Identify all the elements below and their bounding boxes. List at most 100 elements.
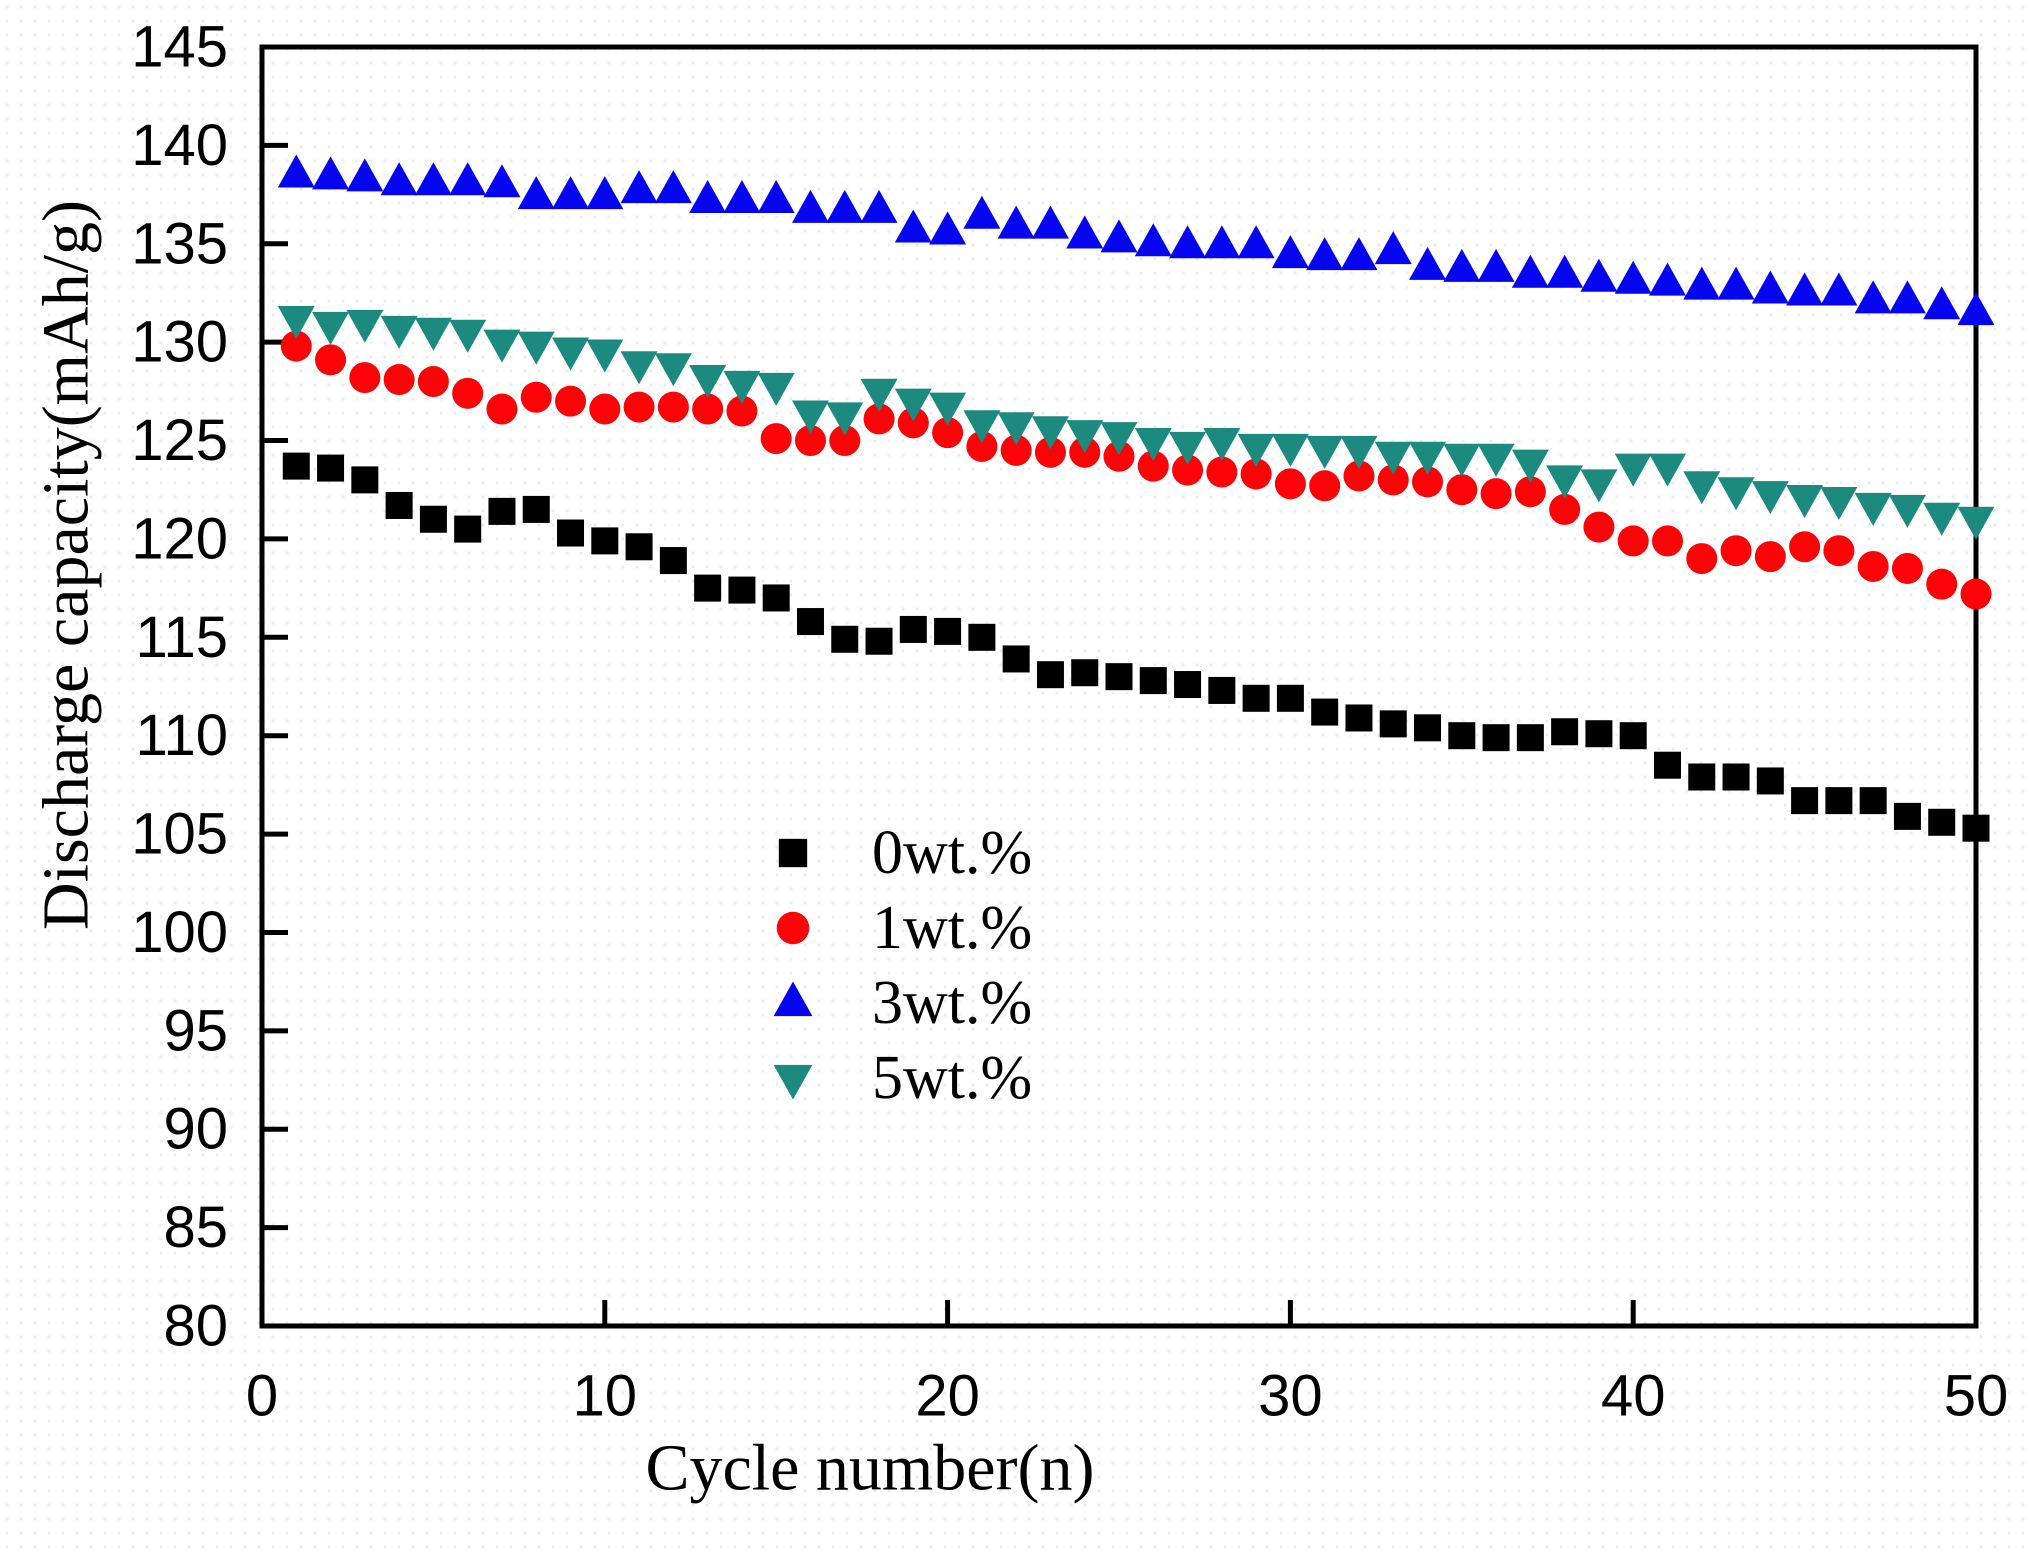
data-point	[791, 400, 829, 434]
data-point	[1923, 502, 1961, 536]
data-point	[312, 156, 350, 190]
data-point	[1751, 481, 1789, 515]
data-point	[1306, 237, 1344, 271]
data-point	[1237, 225, 1275, 259]
data-point	[826, 402, 864, 436]
data-point	[452, 377, 484, 409]
data-point	[1480, 478, 1512, 510]
data-point	[1580, 469, 1618, 503]
data-point	[1409, 246, 1447, 280]
data-point	[1585, 720, 1613, 748]
data-point	[1756, 767, 1784, 795]
data-point	[1172, 454, 1204, 486]
data-point	[1962, 814, 1990, 842]
y-tick-label: 110	[136, 703, 228, 768]
data-point	[1717, 266, 1755, 300]
data-point	[1446, 474, 1478, 506]
data-point	[1031, 205, 1069, 239]
y-ticks: 80 85 90 95 100 105 110 115 120 125 130 135 140 145	[131, 15, 288, 1359]
y-tick-label: 125	[131, 408, 228, 473]
data-point	[1100, 422, 1138, 456]
data-point	[997, 205, 1035, 239]
data-point	[1720, 535, 1752, 567]
data-point	[1066, 420, 1104, 454]
data-point	[1551, 718, 1579, 746]
data-point	[346, 309, 384, 343]
data-point	[1928, 808, 1956, 836]
data-point	[1242, 684, 1270, 712]
data-point	[417, 366, 449, 398]
data-point	[932, 417, 964, 449]
data-point	[1960, 578, 1992, 610]
data-point	[1651, 525, 1683, 557]
y-tick-label: 115	[136, 605, 228, 670]
data-point	[796, 608, 824, 636]
data-point	[1374, 441, 1412, 475]
data-point	[997, 412, 1035, 446]
data-point	[555, 385, 587, 417]
data-point	[1034, 436, 1066, 468]
data-point	[383, 364, 415, 396]
y-tick-label: 140	[131, 113, 228, 178]
data-point	[654, 353, 692, 387]
data-point	[1511, 254, 1549, 288]
data-point	[1688, 763, 1716, 791]
data-point	[1516, 724, 1544, 752]
y-tick-label: 85	[163, 1195, 228, 1260]
data-point	[1377, 464, 1409, 496]
data-point	[1751, 270, 1789, 304]
legend-marker-3wt	[773, 981, 813, 1017]
data-point	[1923, 286, 1961, 320]
data-point	[1511, 449, 1549, 483]
data-point	[1409, 441, 1447, 475]
data-point	[385, 491, 413, 519]
data-point	[449, 162, 487, 196]
data-point	[1311, 698, 1339, 726]
data-point	[963, 195, 1001, 229]
data-point	[1100, 219, 1138, 253]
legend: 0wt.% 1wt.% 3wt.% 5wt.%	[773, 819, 1032, 1112]
y-tick-label: 135	[131, 211, 228, 276]
data-point	[1888, 280, 1926, 314]
data-point	[623, 391, 655, 423]
data-point	[1276, 684, 1304, 712]
data-point	[791, 189, 829, 223]
data-point	[486, 393, 518, 425]
data-point	[757, 180, 795, 214]
data-point	[1786, 485, 1824, 519]
data-point	[1000, 434, 1032, 466]
data-point	[1957, 292, 1995, 326]
data-point	[1169, 431, 1207, 465]
legend-marker-0wt	[778, 838, 808, 868]
data-point	[1306, 435, 1344, 469]
data-point	[589, 393, 621, 425]
data-point	[520, 381, 552, 413]
data-point	[1686, 543, 1718, 575]
data-point	[1754, 541, 1786, 573]
data-point	[277, 154, 315, 188]
data-point	[277, 306, 315, 340]
data-point	[762, 584, 790, 612]
data-point	[1891, 552, 1923, 584]
data-point	[1614, 453, 1652, 487]
data-point	[1443, 443, 1481, 477]
series-5wt-markers	[277, 306, 1995, 540]
data-point	[1343, 460, 1375, 492]
data-point	[1957, 506, 1995, 540]
data-point	[831, 625, 859, 653]
data-point	[380, 162, 418, 196]
data-point	[280, 330, 312, 362]
data-point	[1134, 427, 1172, 461]
data-point	[1825, 787, 1853, 815]
x-tick-label: 0	[246, 1364, 278, 1429]
data-point	[1274, 468, 1306, 500]
data-point	[1271, 433, 1309, 467]
data-point	[1857, 550, 1889, 582]
data-point	[1174, 671, 1202, 699]
data-point	[968, 623, 996, 651]
data-point	[1614, 260, 1652, 294]
data-point	[1412, 466, 1444, 498]
data-point	[552, 176, 590, 210]
